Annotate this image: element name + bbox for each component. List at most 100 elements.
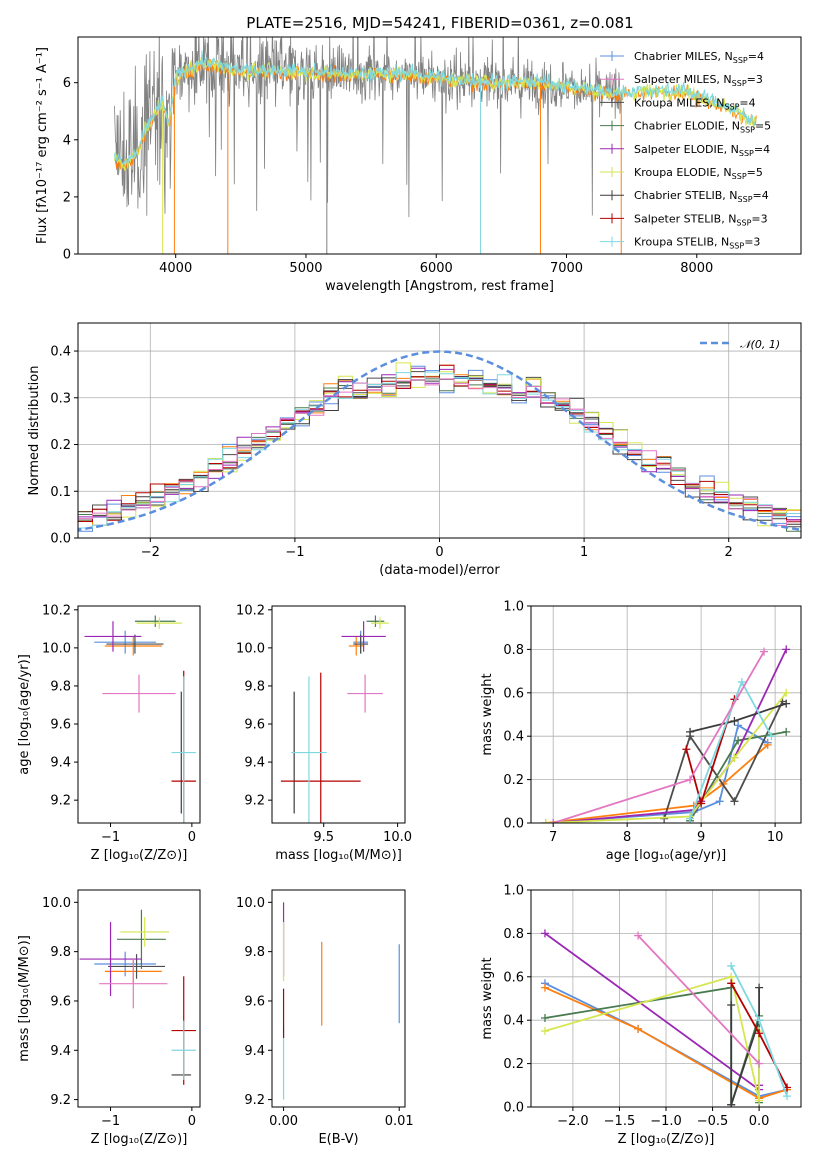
x-tick-label: 9.5 — [313, 830, 334, 845]
data-point-marker — [767, 732, 776, 741]
y-tick-label: 0.0 — [50, 532, 71, 547]
data-point-marker — [782, 645, 791, 654]
x-tick-label: 0.01 — [385, 1114, 414, 1129]
data-point-marker — [760, 647, 769, 656]
data-point-marker — [697, 799, 706, 808]
y-tick-label: 9.8 — [50, 679, 71, 694]
mass-weight-line — [730, 987, 760, 1106]
axes-frame — [271, 889, 406, 1108]
legend-label-subscript: SSP — [740, 126, 755, 135]
y-tick-label: 0.8 — [503, 927, 524, 942]
x-tick-label: 9 — [697, 830, 705, 845]
y-tick-label: 0 — [63, 248, 71, 263]
axes-frame — [77, 605, 201, 824]
data-point-marker — [734, 721, 743, 730]
y-tick-label: 0.0 — [503, 1101, 524, 1116]
plot-area — [540, 929, 792, 1107]
x-tick-label: 8 — [623, 830, 631, 845]
legend-label-subscript: SSP — [733, 56, 748, 65]
x-tick-label: 0 — [188, 1114, 196, 1129]
panel-age-vs-mass: 9.5 10.0 9.2 9.4 9.6 9.8 10.0 10.2 mass [log₁₀(M… — [236, 603, 412, 863]
data-point-marker — [755, 1059, 764, 1068]
panel-mass-weight-vs-Z: −2.0 −1.5 −1.0 −0.5 0.0 0.0 0.2 0.4 0.6 0.8 1.0 Z [… — [480, 884, 802, 1147]
legend-label-suffix: =3 — [751, 212, 767, 225]
y-tick-label: 1.0 — [503, 884, 524, 899]
histogram-step-line — [78, 378, 801, 529]
axes-frame — [77, 889, 201, 1108]
x-tick-label: 0.00 — [269, 1114, 298, 1129]
y-axis-label: mass weight — [480, 957, 495, 1039]
y-tick-label: 9.2 — [50, 1093, 71, 1108]
y-tick-label: 9.2 — [244, 1093, 265, 1108]
legend-label-text: Kroupa ELODIE, N — [634, 166, 732, 179]
data-point-marker — [727, 1001, 736, 1010]
y-tick-label: 9.6 — [50, 994, 71, 1009]
data-point-marker — [634, 1024, 643, 1033]
y-tick-label: 2 — [63, 190, 71, 205]
plot-area — [84, 615, 196, 823]
legend-label-text: Salpeter ELODIE, N — [634, 143, 739, 156]
data-point-marker — [755, 1096, 764, 1105]
legend-label: 𝒩(0, 1) — [740, 338, 780, 351]
model-spectrum-line — [114, 50, 757, 166]
x-axis-label: Z [log₁₀(Z/Z⊙)] — [91, 1132, 188, 1147]
y-tick-label: 0.2 — [503, 773, 524, 788]
x-tick-label: −1 — [101, 830, 120, 845]
y-axis-label: mass [log₁₀(M/M⊙)] — [17, 935, 32, 1062]
y-axis-label: Normed distribution — [27, 366, 42, 496]
axes-frame — [271, 605, 406, 824]
plot-area — [114, 37, 757, 254]
axes-frame — [77, 322, 802, 539]
y-tick-label: 0.0 — [503, 817, 524, 832]
legend-label-text: Chabrier MILES, N — [634, 50, 733, 63]
data-point-marker — [782, 699, 791, 708]
y-tick-label: 9.8 — [244, 679, 265, 694]
y-tick-label: 10.0 — [236, 641, 265, 656]
data-point-marker — [727, 1100, 736, 1107]
x-tick-label: 4000 — [159, 261, 192, 276]
data-point-marker — [782, 688, 791, 697]
y-tick-label: 0.6 — [503, 686, 524, 701]
legend-label-subscript: SSP — [732, 172, 747, 181]
y-tick-label: 1.0 — [503, 600, 524, 615]
y-axis-label: age [log₁₀(age/yr)] — [17, 654, 32, 775]
y-tick-label: 0.2 — [503, 1057, 524, 1072]
legend-label-suffix: =4 — [754, 143, 770, 156]
y-tick-label: 9.2 — [244, 794, 265, 809]
x-axis-label: Z [log₁₀(Z/Z⊙)] — [91, 848, 188, 863]
x-tick-label: 5000 — [289, 261, 322, 276]
legend-label-subscript: SSP — [738, 195, 753, 204]
data-point-marker — [783, 1092, 792, 1101]
data-point-marker — [634, 931, 643, 940]
x-tick-label: 2 — [725, 545, 733, 560]
legend-label: Chabrier ELODIE, NSSP=5 — [634, 120, 771, 135]
data-point-marker — [730, 717, 739, 726]
panel-mass-vs-Z: −1 0 9.2 9.4 9.6 9.8 10.0 Z [log₁₀(Z/Z⊙)] mass [… — [17, 889, 201, 1147]
data-point-marker — [727, 979, 736, 988]
y-tick-label: 10.2 — [236, 603, 265, 618]
data-point-marker — [730, 753, 739, 762]
y-axis-label: Flux [fλ10⁻¹⁷ erg cm⁻² s⁻¹ A⁻¹] — [35, 47, 50, 244]
legend-label-suffix: =4 — [739, 96, 755, 109]
data-point-marker — [541, 819, 550, 823]
x-tick-label: 10 — [767, 830, 784, 845]
legend-label-subscript: SSP — [724, 102, 739, 111]
x-tick-label: 7 — [549, 830, 557, 845]
x-tick-label: 0.0 — [749, 1114, 770, 1129]
y-tick-label: 0.8 — [503, 643, 524, 658]
x-axis-label: wavelength [Angstrom, rest frame] — [325, 279, 554, 294]
legend-label: Chabrier STELIB, NSSP=4 — [634, 189, 769, 204]
y-axis-label: mass weight — [480, 673, 495, 755]
data-point-marker — [755, 983, 764, 992]
y-tick-label: 0.2 — [50, 438, 71, 453]
x-tick-label: 1 — [580, 545, 588, 560]
legend-label-subscript: SSP — [732, 79, 747, 88]
y-tick-label: 0.4 — [503, 730, 524, 745]
data-point-marker — [686, 727, 695, 736]
mass-weight-line — [544, 932, 760, 1092]
y-tick-label: 0.3 — [50, 391, 71, 406]
legend-label: Salpeter MILES, NSSP=3 — [634, 73, 763, 88]
data-point-marker — [682, 745, 691, 754]
x-axis-label: E(B-V) — [318, 1132, 358, 1147]
y-tick-label: 0.4 — [50, 345, 71, 360]
